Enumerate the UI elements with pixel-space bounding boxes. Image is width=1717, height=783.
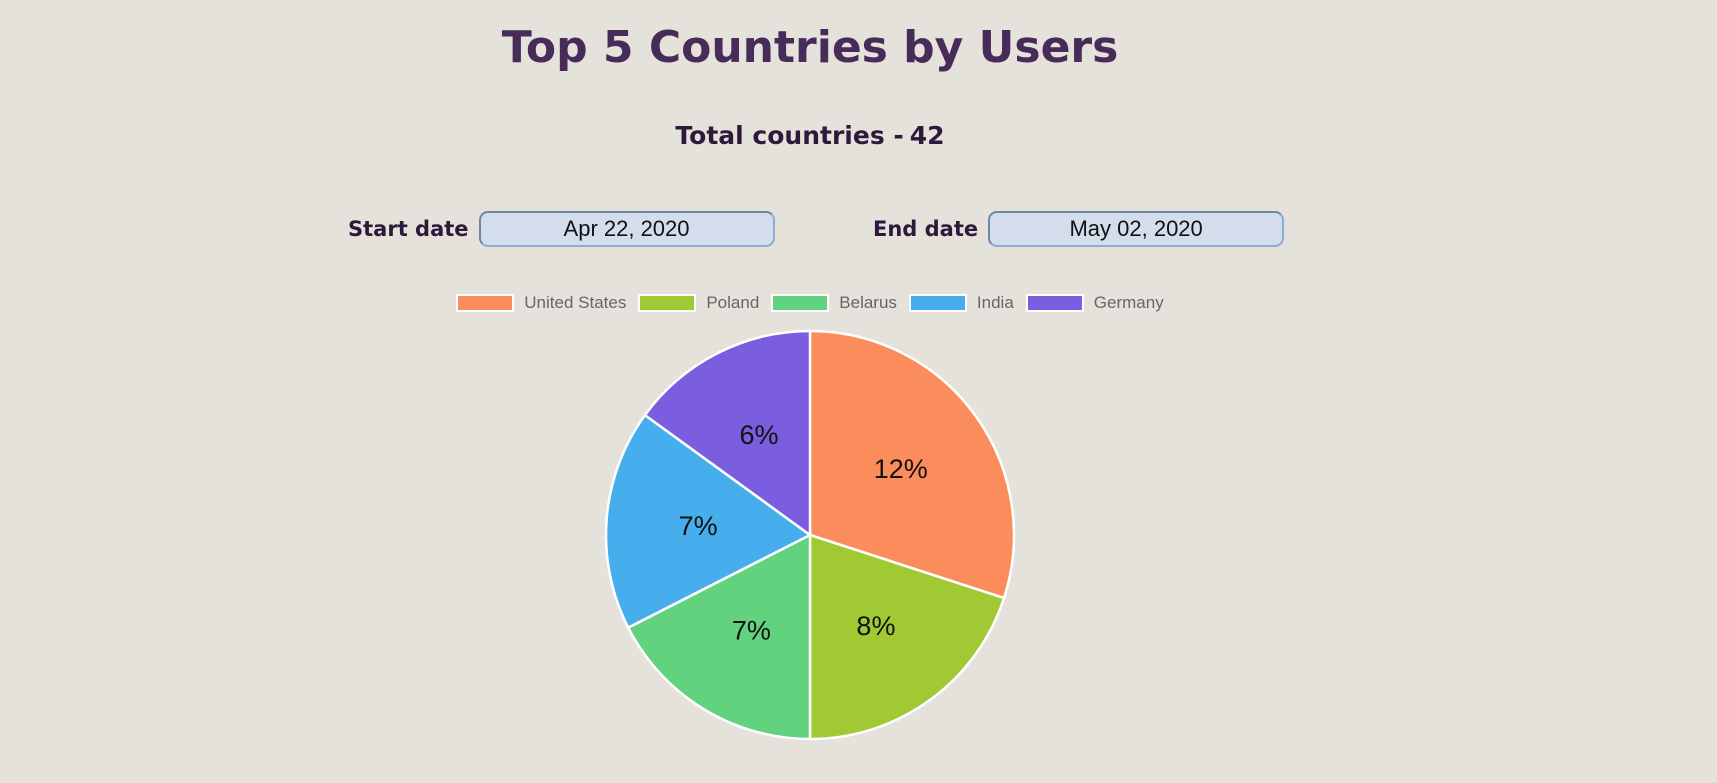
legend-swatch [908, 294, 967, 312]
pie-slice-poland[interactable] [808, 533, 1006, 741]
legend-label: Poland [706, 293, 760, 312]
legend-label: Belarus [839, 293, 897, 312]
legend-swatch [456, 294, 515, 312]
end-date-group: End date May 02, 2020 [873, 210, 1285, 248]
total-countries-label: Total countries - [675, 121, 904, 150]
legend-item-germany[interactable]: Germany [1025, 293, 1164, 313]
legend-swatch [1025, 294, 1084, 312]
legend-item-poland[interactable]: Poland [638, 293, 759, 313]
pie-chart: 12% 8% 7% 7% 6% [604, 329, 1016, 741]
end-date-input[interactable]: May 02, 2020 [988, 211, 1285, 247]
start-date-label: Start date [348, 217, 469, 241]
total-countries: Total countries -42 [0, 118, 1620, 154]
pie-label-poland: 8% [856, 611, 895, 641]
page-title: Top 5 Countries by Users [501, 22, 1119, 73]
pie-label-germany: 6% [740, 420, 779, 450]
chart-legend: United States Poland Belarus India Germa… [0, 293, 1620, 313]
pie-slice-united-states[interactable] [808, 329, 1016, 600]
start-date-group: Start date Apr 22, 2020 [348, 210, 775, 248]
pie-slice-germany[interactable] [643, 329, 812, 538]
legend-item-belarus[interactable]: Belarus [771, 293, 897, 313]
legend-swatch [638, 294, 697, 312]
pie-slice-india[interactable] [604, 413, 813, 630]
start-date-input[interactable]: Apr 22, 2020 [478, 211, 775, 247]
legend-label: India [976, 293, 1014, 312]
pie-label-belarus: 7% [732, 616, 771, 646]
pie-label-india: 7% [679, 511, 718, 541]
legend-label: United States [524, 293, 627, 312]
legend-swatch [771, 294, 830, 312]
total-countries-value: 42 [909, 121, 945, 150]
pie-slice-belarus[interactable] [626, 532, 812, 741]
pie-label-united-states: 12% [874, 454, 928, 484]
end-date-label: End date [873, 217, 979, 241]
legend-item-united-states[interactable]: United States [456, 293, 626, 313]
legend-item-india[interactable]: India [908, 293, 1014, 313]
legend-label: Germany [1093, 293, 1164, 312]
